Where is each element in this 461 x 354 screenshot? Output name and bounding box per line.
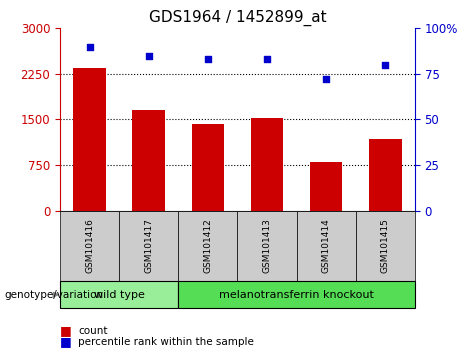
Text: GSM101412: GSM101412	[203, 219, 213, 273]
Point	[86, 44, 93, 49]
Bar	[251, 118, 283, 211]
Text: melanotransferrin knockout: melanotransferrin knockout	[219, 290, 374, 300]
Bar	[296, 211, 356, 281]
Bar	[60, 281, 178, 308]
Bar	[132, 110, 165, 211]
Point	[204, 57, 212, 62]
Point	[145, 53, 152, 58]
Bar	[310, 162, 343, 211]
Text: ■: ■	[60, 335, 71, 348]
Point	[322, 76, 330, 82]
Text: genotype/variation: genotype/variation	[5, 290, 104, 300]
Bar	[369, 139, 402, 211]
Text: GSM101413: GSM101413	[262, 218, 272, 274]
Text: percentile rank within the sample: percentile rank within the sample	[78, 337, 254, 347]
Text: GSM101417: GSM101417	[144, 218, 153, 274]
Point	[263, 57, 271, 62]
Point	[382, 62, 389, 68]
Bar	[192, 124, 224, 211]
Bar	[178, 211, 237, 281]
Bar	[356, 211, 415, 281]
Bar	[119, 211, 178, 281]
Text: wild type: wild type	[94, 290, 145, 300]
Bar	[178, 281, 415, 308]
Title: GDS1964 / 1452899_at: GDS1964 / 1452899_at	[148, 9, 326, 25]
Text: GSM101416: GSM101416	[85, 218, 94, 274]
Bar	[60, 211, 119, 281]
Text: GSM101414: GSM101414	[322, 219, 331, 273]
Text: count: count	[78, 326, 108, 336]
Text: GSM101415: GSM101415	[381, 218, 390, 274]
Bar	[237, 211, 296, 281]
Text: ■: ■	[60, 325, 71, 337]
Bar	[73, 68, 106, 211]
